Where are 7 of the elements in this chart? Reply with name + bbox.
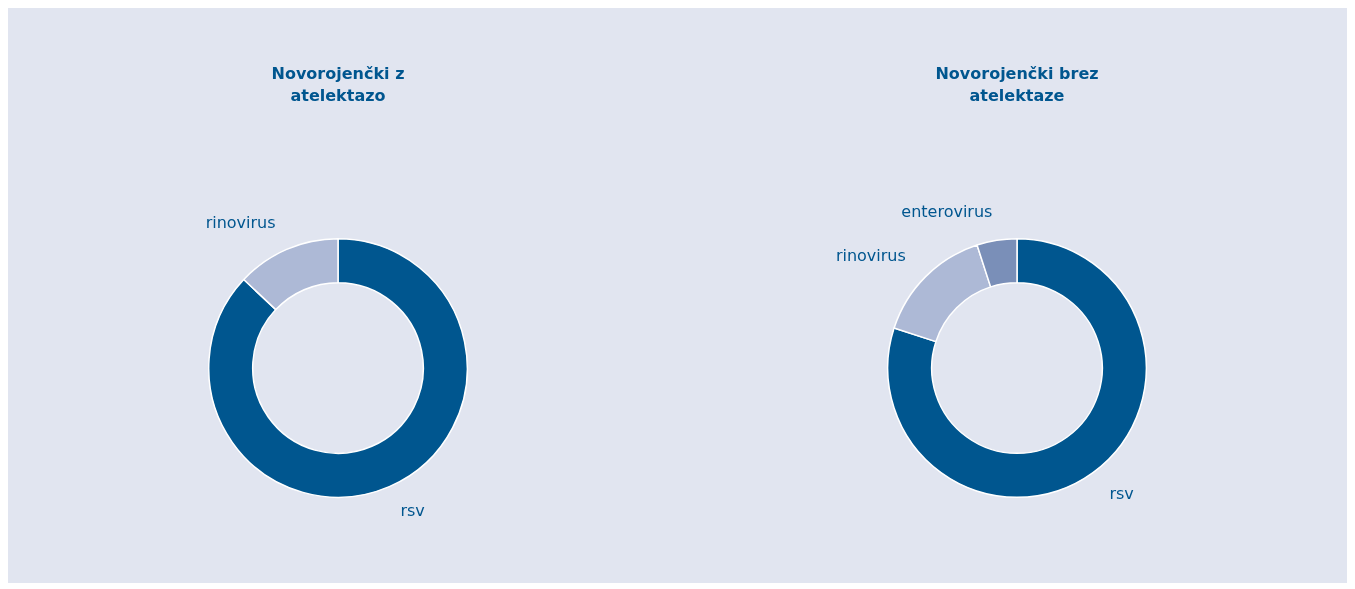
slice-label: rsv (400, 501, 425, 521)
slice-label: enterovirus (901, 201, 993, 221)
slice-label: rinovirus (205, 212, 276, 232)
slice-label: rinovirus (835, 245, 906, 265)
slice-label: rsv (1109, 484, 1134, 504)
chart-title: Novorojenčki brez atelektaze (934, 63, 1100, 107)
chart-title: Novorojenčki z atelektazo (270, 63, 406, 107)
